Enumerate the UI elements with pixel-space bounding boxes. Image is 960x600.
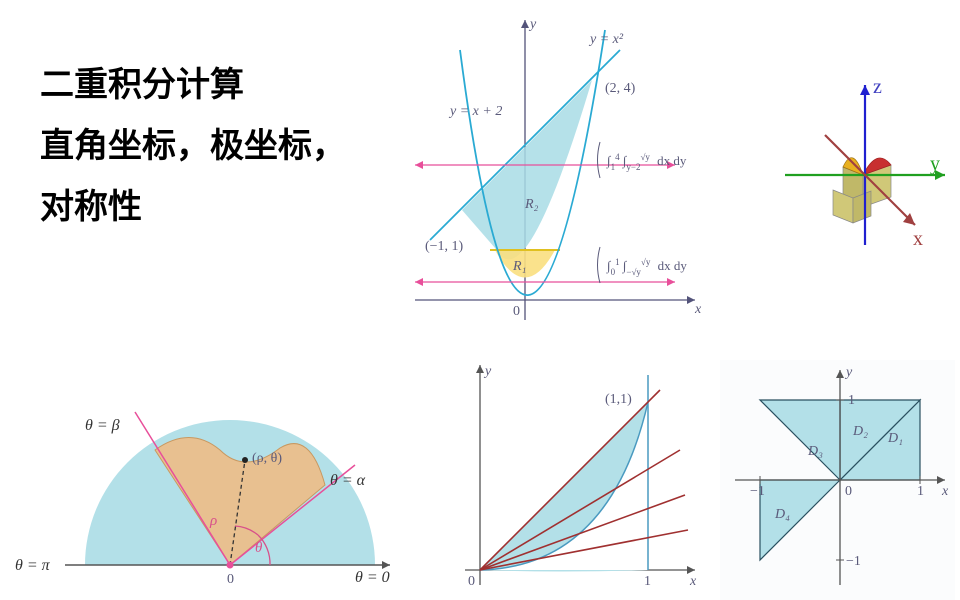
lines-x-tick: 1 <box>644 574 651 589</box>
curve-parabola-label: y = x² <box>588 32 624 47</box>
title-line-3: 对称性 <box>40 177 346 238</box>
x-axis-label: x <box>694 302 702 317</box>
title-line-1: 二重积分计算 <box>40 55 346 116</box>
region-d1: D₁ <box>887 431 903 446</box>
lines-x-label: x <box>689 574 697 589</box>
region-d2: D₂ <box>852 424 868 439</box>
theta-0-label: θ = 0 <box>355 569 390 586</box>
tri-tick-1x: 1 <box>917 484 924 499</box>
diagram-3d-axes: z y x <box>775 75 955 275</box>
lines-y-label: y <box>483 364 492 379</box>
integral-1: ∫14 ∫y−2√y dx dy <box>606 148 687 172</box>
region-r2: R₂ <box>524 197 539 212</box>
integral-2: ∫01 ∫−√y√y dx dy <box>606 253 687 277</box>
z-axis-label: z <box>873 76 882 98</box>
theta-pi-label: θ = π <box>15 557 51 574</box>
polar-point: (ρ, θ) <box>252 451 282 466</box>
theta-label: θ <box>255 540 263 556</box>
y-axis-label-3d: y <box>930 153 940 175</box>
tri-tick-n1y: −1 <box>846 554 861 569</box>
point-neg1-1: (−1, 1) <box>425 239 464 254</box>
y-axis-label: y <box>528 17 537 32</box>
origin-label: 0 <box>513 304 520 319</box>
diagram-triangles: y x 0 1 −1 1 −1 D₁ D₂ D₃ D₄ <box>720 360 955 600</box>
title-line-2: 直角坐标，极坐标， <box>40 116 346 177</box>
region-d4: D₄ <box>774 507 790 522</box>
diagram-parabola-region: y x 0 y = x² y = x + 2 (2, 4) (−1, 1) R₂… <box>395 10 745 340</box>
theta-beta-label: θ = β <box>85 417 120 434</box>
curve-line-label: y = x + 2 <box>448 104 502 119</box>
title-block: 二重积分计算 直角坐标，极坐标， 对称性 <box>40 55 346 239</box>
tri-origin: 0 <box>845 484 852 499</box>
polar-origin: 0 <box>227 572 234 587</box>
lines-point: (1,1) <box>605 392 632 407</box>
region-d3: D₃ <box>807 444 823 459</box>
lines-origin: 0 <box>468 574 475 589</box>
tri-y-label: y <box>844 365 853 380</box>
tri-x-label: x <box>941 484 949 499</box>
tri-tick-1y: 1 <box>848 393 855 408</box>
point-2-4: (2, 4) <box>605 81 636 96</box>
x-axis-label-3d: x <box>913 228 923 250</box>
theta-alpha-label: θ = α <box>330 472 366 489</box>
diagram-polar: θ = π θ = 0 θ = α θ = β (ρ, θ) ρ θ 0 <box>10 370 405 595</box>
region-r1: R₁ <box>512 259 526 274</box>
diagram-origin-lines: y x 0 1 (1,1) <box>430 355 710 600</box>
rho-label: ρ <box>209 513 217 529</box>
tri-tick-n1x: −1 <box>750 484 765 499</box>
